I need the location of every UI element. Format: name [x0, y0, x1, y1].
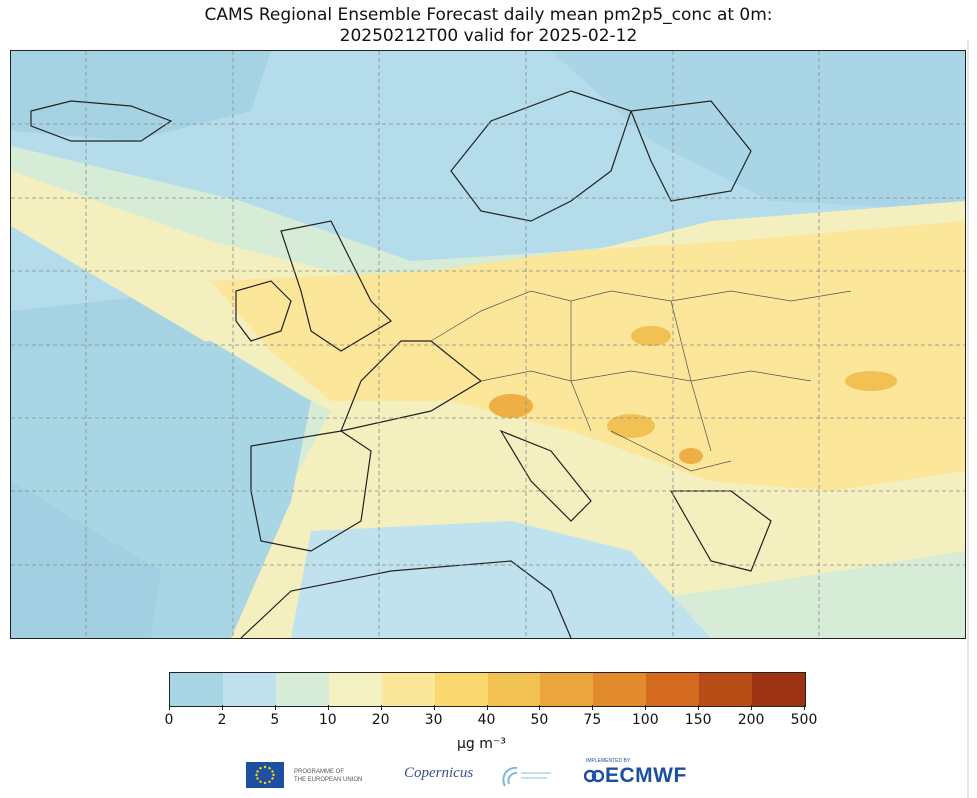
colorbar-tick-mark: [645, 705, 647, 710]
colorbar-tick-label: 2: [217, 712, 227, 728]
map-canvas: [11, 51, 965, 638]
colorbar-segment: [434, 673, 488, 706]
colorbar-segment: [222, 673, 276, 706]
border-line-1: [430, 290, 852, 342]
hotspot-po-valley: [489, 394, 533, 418]
finland-coast: [630, 100, 752, 202]
hotspot-ukraine: [845, 371, 897, 391]
colorbar-tick-mark: [274, 705, 276, 710]
mediterranean-sea: [291, 521, 711, 638]
colorbar-tick-label: 200: [737, 712, 765, 728]
colorbar-tick-label: 5: [270, 712, 280, 728]
colorbar-tick-label: 20: [371, 712, 390, 728]
copernicus-logo: Copernicus: [404, 765, 474, 781]
colorbar-tick-label: 500: [790, 712, 818, 728]
eu-text-line-2: THE EUROPEAN UNION: [294, 777, 363, 783]
iceland-coast: [30, 100, 173, 142]
colorbar-tick-label: 0: [164, 712, 174, 728]
colorbar-tick-mark: [169, 705, 170, 710]
colorbar-tick-mark: [592, 705, 594, 710]
gridlines: [11, 51, 965, 638]
colorbar: [169, 672, 806, 707]
colorbar-tick-mark: [380, 705, 382, 710]
colorbar-tick-mark: [751, 705, 753, 710]
eu-flag-icon: [246, 762, 284, 788]
ecmwf-implemented-by: IMPLEMENTED BY: [586, 758, 631, 764]
colorbar-segment: [487, 673, 541, 706]
arctic-low-region: [551, 51, 965, 211]
colorbar-tick-mark: [221, 705, 223, 710]
colorbar-tick-label: 75: [583, 712, 602, 728]
colorbar-segment: [275, 673, 329, 706]
ecmwf-mark-icon: [584, 769, 604, 783]
colorbar-segment: [381, 673, 435, 706]
hotspot-poland: [631, 326, 671, 346]
colorbar-segment: [752, 673, 806, 706]
page-edge: [967, 40, 969, 798]
central-europe-high: [211, 221, 965, 491]
colorbar-tick-label: 40: [477, 712, 496, 728]
colorbar-segment: [593, 673, 647, 706]
title-line-2: 20250212T00 valid for 2025-02-12: [339, 26, 638, 46]
colorbar-segment: [699, 673, 753, 706]
colorbar-segment: [328, 673, 382, 706]
britain-coast: [280, 220, 392, 352]
colorbar-tick-label: 100: [631, 712, 659, 728]
colorbar-segment: [170, 673, 223, 706]
colorbar-tick-label: 50: [530, 712, 549, 728]
colorbar-unit-label: µg m⁻³: [457, 736, 506, 752]
forecast-map: [10, 50, 966, 639]
colorbar-tick-mark: [327, 705, 329, 710]
ecmwf-logo: ECMWF: [605, 764, 687, 787]
colorbar-tick-mark: [486, 705, 488, 710]
eu-text-line-1: PROGRAMME OF: [294, 769, 345, 775]
scandinavia-coast: [450, 90, 632, 222]
colorbar-segment: [646, 673, 700, 706]
border-line-2: [480, 370, 812, 382]
colorbar-segment: [540, 673, 594, 706]
north-atlantic-low-region: [11, 51, 271, 141]
border-line-4: [670, 300, 712, 452]
colorbar-tick-label: 30: [424, 712, 443, 728]
colorbar-tick-mark: [433, 705, 435, 710]
chart-title: CAMS Regional Ensemble Forecast daily me…: [0, 5, 977, 47]
logo-strip: PROGRAMME OF THE EUROPEAN UNION Copernic…: [0, 758, 977, 792]
hotspot-balkans: [607, 414, 655, 438]
iberia-coast: [250, 430, 372, 552]
colorbar-tick-mark: [698, 705, 700, 710]
title-line-1: CAMS Regional Ensemble Forecast daily me…: [204, 5, 773, 25]
north-africa-coast: [240, 560, 572, 638]
country-borders: [430, 290, 852, 472]
colorbar-tick-mark: [804, 705, 805, 710]
border-line-3: [570, 301, 592, 432]
colorbar-tick-mark: [539, 705, 541, 710]
far-atlantic-region: [11, 481, 161, 638]
colorbar-tick-label: 10: [318, 712, 337, 728]
eu-programme-text: PROGRAMME OF THE EUROPEAN UNION: [294, 768, 362, 784]
border-line-5: [610, 430, 732, 472]
ireland-coast: [235, 280, 292, 342]
cams-logo-icon: [502, 766, 551, 787]
hotspot-serbia: [679, 448, 703, 464]
colorbar-tick-label: 150: [684, 712, 712, 728]
